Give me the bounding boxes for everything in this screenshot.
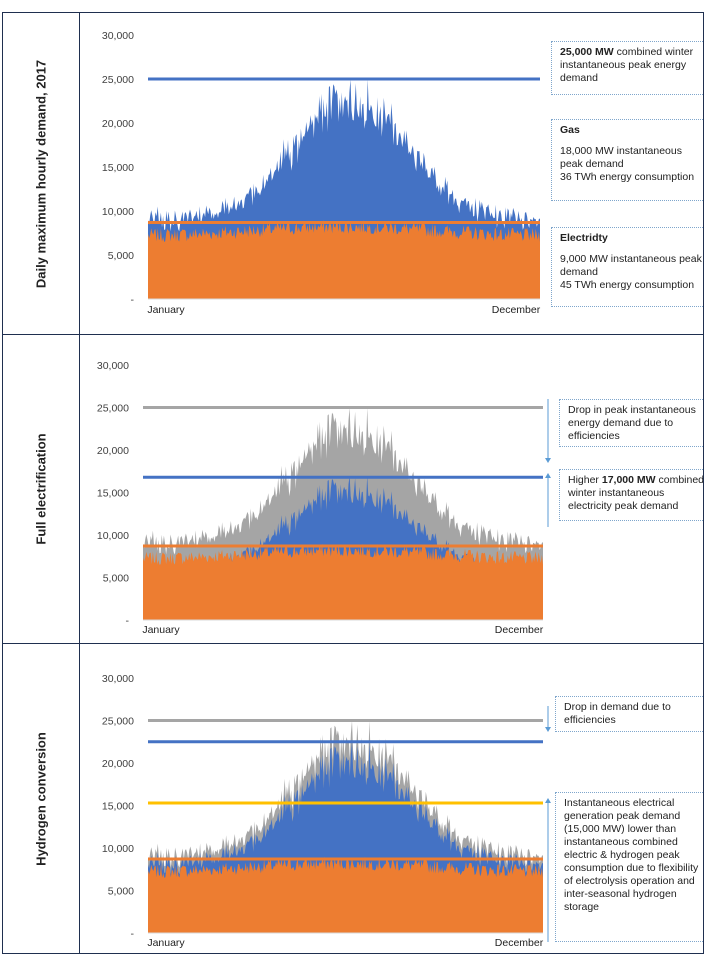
callout-efficiency-drop: Drop in peak instantaneous energy demand … — [559, 399, 703, 447]
row-label-cell: Hydrogen conversion — [3, 644, 80, 953]
callout-line: energy demand due to — [568, 417, 674, 429]
callout-gas: Gas 18,000 MW instantaneous peak demand 36 … — [551, 119, 703, 201]
arrow-up-head — [545, 473, 551, 478]
figure-frame: Daily maximum hourly demand, 2017 - 5,000… — [2, 12, 704, 954]
row-label-cell: Daily maximum hourly demand, 2017 — [3, 13, 80, 334]
y-tick-label: 10,000 — [102, 843, 134, 855]
y-tick-label: 30,000 — [102, 673, 134, 685]
area-series-1 — [148, 219, 540, 299]
callout-line: Drop in demand due to — [564, 701, 671, 713]
callout-line: 36 TWh energy consumption — [560, 171, 695, 183]
callout-line: 45 TWh energy consumption — [560, 279, 695, 291]
y-tick-label: 25,000 — [102, 716, 134, 728]
callout-line: instantaneous peak energy — [560, 59, 687, 71]
callout-line: Higher 17,000 MW combined — [568, 474, 703, 486]
y-tick-label: 20,000 — [102, 758, 134, 770]
callout-line: inter-seasonal hydrogen — [564, 888, 677, 900]
callout-electricity: Electridty 9,000 MW instantaneous peak dem… — [551, 227, 703, 307]
y-tick-label: 5,000 — [103, 573, 129, 585]
y-tick-label: 10,000 — [97, 530, 129, 542]
chart-hydrogen-conversion: - 5,000 10,000 15,000 20,000 25,000 30,000 Janu… — [102, 673, 551, 949]
panel-hydrogen-conversion: Hydrogen conversion - 5,000 10,000 15,000 20… — [3, 644, 703, 953]
callout-line: efficiencies — [568, 430, 620, 442]
panel-2017: Daily maximum hourly demand, 2017 - 5,000… — [3, 13, 703, 335]
panel-full-electrification: Full electrification - 5,000 10,000 15,000 2… — [3, 335, 703, 644]
callout-line: demand — [560, 266, 598, 278]
callout-line: of electrolysis operation and — [564, 875, 695, 887]
arrow-up-head — [545, 798, 551, 803]
x-tick-label: December — [495, 624, 544, 636]
area-series-2 — [143, 543, 543, 620]
callout-line: generation peak demand — [564, 810, 681, 822]
y-tick-label: 25,000 — [102, 74, 134, 86]
callout-line: Gas — [560, 124, 580, 136]
callout-line: 25,000 MW combined winter — [560, 46, 694, 58]
area-series-2 — [148, 856, 543, 933]
x-tick-label: January — [142, 624, 180, 636]
callout-line: Drop in peak instantaneous — [568, 404, 696, 416]
callout-combined-peak: 25,000 MW combined winter instantaneous p… — [551, 41, 703, 95]
callout-line: Electridty — [560, 232, 608, 244]
arrow-down-head — [545, 458, 551, 463]
y-tick-label: - — [126, 615, 130, 627]
callout-line: instantaneous combined — [564, 836, 678, 848]
y-tick-label: 5,000 — [108, 886, 134, 898]
callout-line: demand — [560, 72, 598, 84]
y-tick-label: 10,000 — [102, 206, 134, 218]
callout-line: efficiencies — [564, 714, 616, 726]
y-tick-label: 25,000 — [97, 403, 129, 415]
y-tick-label: 15,000 — [102, 801, 134, 813]
callout-line: electric & hydrogen peak — [564, 849, 680, 861]
arrow-down-head — [545, 727, 551, 732]
row-label-cell: Full electrification — [3, 335, 80, 643]
callout-line: electricity peak demand — [568, 500, 679, 512]
y-tick-label: - — [131, 928, 135, 940]
x-tick-label: January — [147, 937, 185, 949]
y-tick-label: 15,000 — [97, 488, 129, 500]
callout-line: 9,000 MW instantaneous peak — [560, 253, 702, 265]
callout-line: (15,000 MW) lower than — [564, 823, 677, 835]
x-tick-label: December — [492, 304, 541, 316]
callout-electrolysis: Instantaneous electrical generation peak … — [555, 792, 703, 942]
callout-line: Instantaneous electrical — [564, 797, 675, 809]
x-tick-label: January — [147, 304, 185, 316]
callout-higher-peak: Higher 17,000 MW combined winter instanta… — [559, 469, 703, 521]
callout-line: 18,000 MW instantaneous — [560, 145, 682, 157]
callout-line: winter instantaneous — [568, 487, 665, 499]
chart-full-electrification: - 5,000 10,000 15,000 20,000 25,000 30,000 Janu… — [97, 360, 551, 636]
y-tick-label: 30,000 — [97, 360, 129, 372]
y-tick-label: 5,000 — [108, 250, 134, 262]
y-tick-label: 20,000 — [97, 445, 129, 457]
callout-line: peak demand — [560, 158, 624, 170]
y-tick-label: 20,000 — [102, 118, 134, 130]
callout-line: storage — [564, 901, 600, 913]
y-tick-label: 15,000 — [102, 162, 134, 174]
x-tick-label: December — [495, 937, 544, 949]
y-tick-label: 30,000 — [102, 30, 134, 42]
callout-demand-drop: Drop in demand due to efficiencies — [555, 696, 703, 732]
y-tick-label: - — [131, 294, 135, 306]
callout-line: consumption due to flexibility — [564, 862, 699, 874]
chart-2017: - 5,000 10,000 15,000 20,000 25,000 30,000 Janu… — [102, 30, 541, 316]
